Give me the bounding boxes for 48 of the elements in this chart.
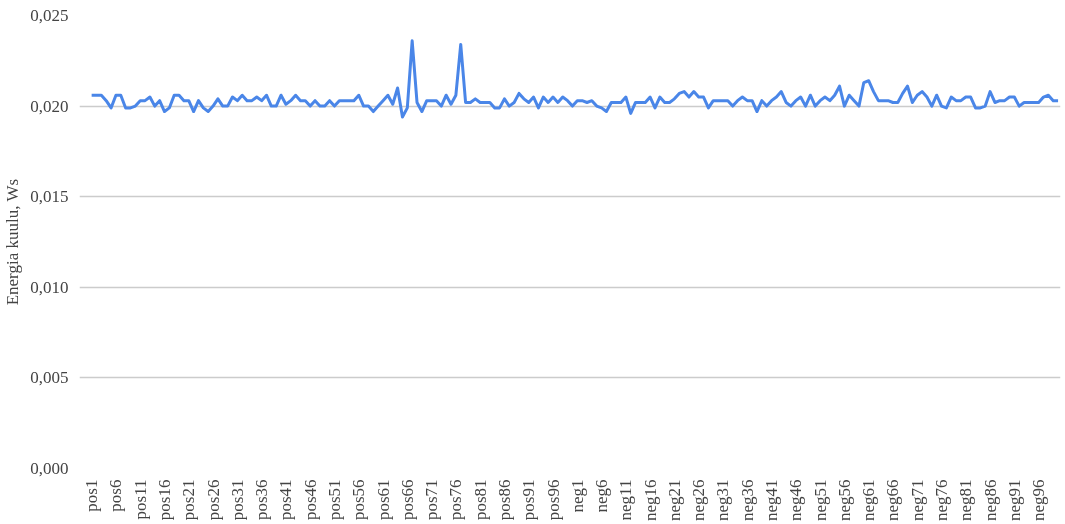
line-series [90,39,1060,119]
x-tick-label: pos66 [397,479,417,521]
x-tick-label: pos6 [106,479,126,512]
x-tick-label: neg6 [592,479,612,513]
x-tick-label: pos76 [446,479,466,521]
x-tick-label: pos31 [227,479,247,521]
x-tick-label: neg56 [834,479,854,522]
x-tick-label: neg31 [713,479,733,522]
x-tick-label: neg41 [762,479,782,522]
x-tick-label: pos11 [130,479,150,520]
x-tick-label: neg46 [786,479,806,522]
x-tick-label: neg16 [640,479,660,522]
x-tick-label: neg86 [980,479,1000,522]
y-tick-label: 0,025 [30,6,69,25]
x-tick-label: pos16 [154,479,174,521]
x-tick-label: pos96 [543,479,563,521]
x-tick-label: neg61 [859,479,879,522]
x-tick-label: neg26 [689,479,709,522]
y-tick-label: 0,020 [30,96,69,116]
x-tick-label: neg71 [907,479,927,522]
x-tick-label: pos21 [179,479,199,521]
x-tick-label: neg91 [1004,479,1024,522]
x-tick-label: neg66 [883,479,903,522]
y-tick-label: 0,000 [30,459,69,478]
x-tick-label: pos61 [373,479,393,521]
x-tick-label: neg36 [737,479,757,522]
x-tick-label: pos36 [252,479,272,521]
x-tick-label: neg76 [932,479,952,522]
x-tick-label: pos51 [324,479,344,521]
y-tick-label: 0,010 [30,277,69,297]
x-tick-label: neg21 [664,479,684,522]
x-tick-label: neg81 [956,479,976,522]
y-tick-label: 0,015 [30,187,69,207]
x-tick-label: neg11 [616,479,636,521]
x-tick-label: pos81 [470,479,490,521]
x-tick-label: pos86 [494,479,514,521]
x-tick-label: neg96 [1029,479,1049,522]
y-axis-title: Energia kuulu, Ws [3,178,23,306]
x-tick-label: pos46 [300,479,320,521]
x-tick-label: pos1 [82,479,102,512]
x-tick-label: neg1 [567,479,587,513]
x-tick-label: pos26 [203,479,223,521]
x-tick-label: pos71 [422,479,442,521]
x-tick-label: pos91 [519,479,539,521]
y-tick-label: 0,005 [30,368,69,388]
x-tick-label: pos56 [349,479,369,521]
x-tick-label: pos41 [276,479,296,521]
x-tick-label: neg51 [810,479,830,522]
